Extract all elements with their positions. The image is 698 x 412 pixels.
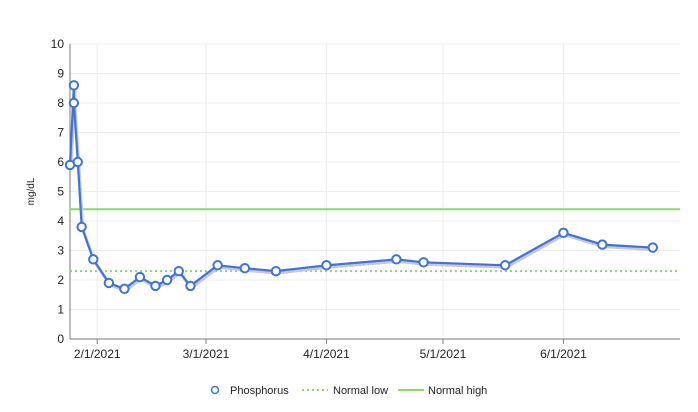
x-tick-label: 5/1/2021 [420,347,467,361]
y-tick-label: 5 [57,185,64,199]
axes [69,44,680,344]
phosphorus-point [597,239,608,250]
phosphorus-point [72,156,83,168]
phosphorus-point [68,80,80,91]
series-layer [64,80,659,295]
reference-lines [70,208,680,273]
phosphorus-point [391,254,402,265]
phosphorus-point [76,221,87,233]
y-axis-label: mg/dL [26,177,37,205]
phosphorus-point [321,260,332,271]
legend-phosphorus-marker [210,385,220,395]
y-tick-label: 7 [57,126,64,140]
y-tick-label: 8 [57,96,64,110]
phosphorus-point [150,280,161,292]
phosphorus-point [647,242,659,253]
y-tick-label: 9 [57,67,64,81]
phosphorus-point [119,283,130,295]
legend: Phosphorus Normal low Normal high [210,385,487,397]
phosphorus-point [68,97,80,109]
y-tick-labels: 0 1 2 3 4 5 6 7 8 9 10 [51,37,65,346]
legend-phosphorus-label: Phosphorus [230,385,289,397]
y-tick-label: 10 [51,37,65,51]
phosphorus-point [88,254,99,265]
x-tick-label: 3/1/2021 [183,347,230,361]
y-tick-label: 1 [57,303,64,317]
phosphorus-point [418,257,429,268]
legend-normal-high-label: Normal high [428,385,487,397]
x-tick-label: 2/1/2021 [74,347,121,361]
y-tick-label: 2 [57,273,64,287]
phosphorus-point [134,271,146,283]
phosphorus-point [173,265,184,277]
x-tick-labels: 2/1/2021 3/1/2021 4/1/2021 5/1/2021 6/1/2021 [74,347,587,361]
phosphorus-point [270,265,282,277]
y-tick-label: 0 [57,332,64,346]
phosphorus-point [239,263,251,274]
x-tick-label: 4/1/2021 [303,347,350,361]
y-tick-label: 3 [57,244,64,258]
phosphorus-point [212,260,223,271]
legend-normal-low-label: Normal low [333,385,388,397]
phosphorus-point [558,227,569,239]
phosphorus-point [499,260,511,271]
y-tick-label: 6 [57,155,64,169]
phosphorus-point [161,274,173,286]
gridlines [70,43,680,339]
phosphorus-point [103,277,115,289]
phosphorus-point [185,280,196,292]
x-tick-label: 6/1/2021 [540,347,587,361]
y-tick-label: 4 [57,214,64,228]
